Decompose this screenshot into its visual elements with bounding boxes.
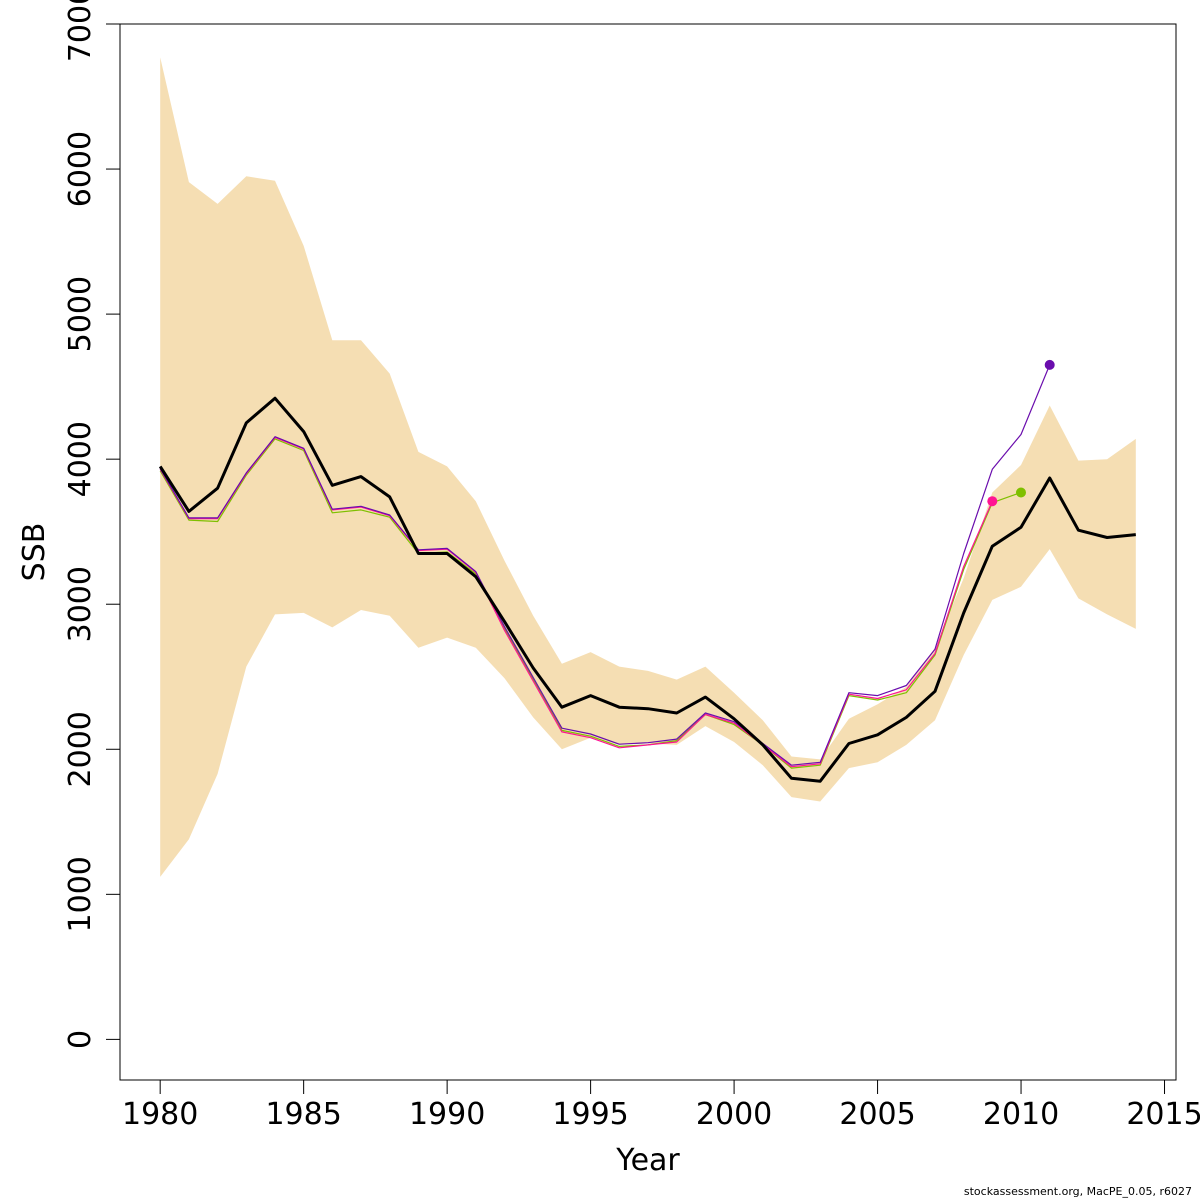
y-tick-label: 3000	[63, 566, 98, 642]
series-line-2	[159, 436, 993, 768]
y-tick-label: 6000	[63, 131, 98, 207]
x-tick-label: 1995	[552, 1097, 628, 1132]
y-axis-title: SSB	[17, 523, 52, 582]
series-line-0	[158, 396, 1136, 783]
y-tick-label: 4000	[63, 421, 98, 497]
x-tick-label: 1985	[265, 1097, 341, 1132]
confidence-band-layer	[160, 57, 1136, 877]
x-tick-label: 2000	[696, 1097, 772, 1132]
series-layer	[158, 359, 1136, 783]
x-tick-label: 2010	[983, 1097, 1059, 1132]
x-tick-label: 1980	[122, 1097, 198, 1132]
y-tick-label: 0	[63, 1030, 98, 1049]
y-tick-label: 5000	[63, 276, 98, 352]
y-tick-label: 2000	[63, 711, 98, 787]
series-end-point-2	[987, 496, 998, 507]
confidence-band	[160, 57, 1136, 877]
series-end-point-1	[1016, 487, 1026, 498]
series-line-1	[159, 438, 1022, 769]
series-line-3	[159, 364, 1051, 766]
y-tick-label: 1000	[63, 856, 98, 932]
x-tick-label: 2005	[839, 1097, 915, 1132]
y-tick-label: 7000	[63, 0, 98, 62]
series-end-point-3	[1044, 359, 1055, 370]
plot-frame	[119, 23, 1177, 1081]
x-tick-label: 1990	[409, 1097, 485, 1132]
x-tick-label: 2015	[1126, 1097, 1200, 1132]
x-axis-title: Year	[615, 1143, 680, 1178]
footer-credit: stockassessment.org, MacPE_0.05, r6027	[963, 1185, 1192, 1198]
